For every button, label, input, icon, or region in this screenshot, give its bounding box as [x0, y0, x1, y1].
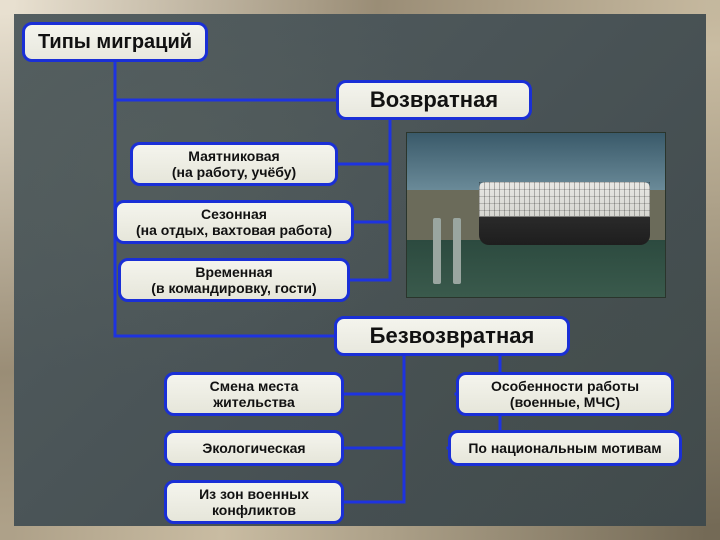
- node-line1: Экологическая: [202, 440, 305, 456]
- node-line1: Временная: [195, 264, 272, 280]
- ship-photo-placeholder: [406, 132, 666, 298]
- node-line2: (на отдых, вахтовая работа): [136, 222, 332, 238]
- node-ekologicheskaya: Экологическая: [164, 430, 344, 466]
- node-line2: (на работу, учёбу): [172, 164, 296, 180]
- node-line1: Маятниковая: [188, 148, 279, 164]
- node-line2: жительства: [213, 394, 295, 410]
- node-sezonnaya: Сезонная (на отдых, вахтовая работа): [114, 200, 354, 244]
- node-line2: конфликтов: [212, 502, 296, 518]
- node-line1: Из зон военных: [199, 486, 309, 502]
- node-branch1-label: Возвратная: [370, 87, 498, 112]
- node-branch-bezvozvratnaya: Безвозвратная: [334, 316, 570, 356]
- node-iz-zon-voennyh: Из зон военных конфликтов: [164, 480, 344, 524]
- node-line1: Смена места: [210, 378, 299, 394]
- node-root: Типы миграций: [22, 22, 208, 62]
- node-branch-vozvratnaya: Возвратная: [336, 80, 532, 120]
- node-branch2-label: Безвозвратная: [370, 323, 535, 348]
- node-po-nacionalnym: По национальным мотивам: [448, 430, 682, 466]
- node-smena-mesta: Смена места жительства: [164, 372, 344, 416]
- node-line1: Особенности работы: [491, 378, 639, 394]
- diagram-canvas: Типы миграций Возвратная Маятниковая (на…: [0, 0, 720, 540]
- node-root-label: Типы миграций: [38, 31, 192, 54]
- node-line2: (военные, МЧС): [510, 394, 620, 410]
- node-vremennaya: Временная (в командировку, гости): [118, 258, 350, 302]
- node-line1: По национальным мотивам: [468, 440, 661, 456]
- node-osobennosti-raboty: Особенности работы (военные, МЧС): [456, 372, 674, 416]
- node-mayatnikovaya: Маятниковая (на работу, учёбу): [130, 142, 338, 186]
- node-line2: (в командировку, гости): [151, 280, 316, 296]
- node-line1: Сезонная: [201, 206, 267, 222]
